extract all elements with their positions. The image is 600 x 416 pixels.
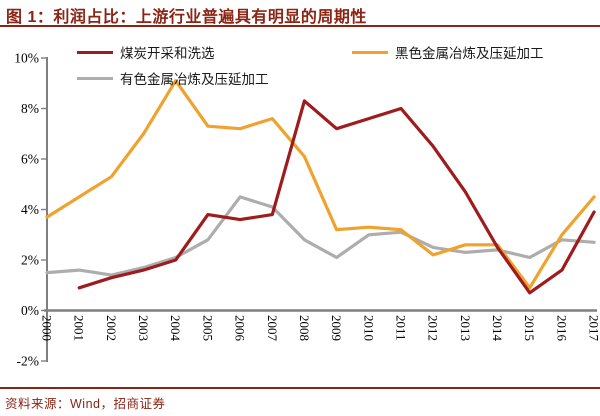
- x-tick-label: 2009: [329, 315, 344, 341]
- legend-label-nonferrous: 有色金属冶炼及压延加工: [120, 72, 269, 87]
- figure-title: 图 1：利润占比：上游行业普遍具有明显的周期性: [6, 9, 367, 26]
- y-tick-label: 8%: [21, 101, 39, 116]
- x-tick-label: 2014: [490, 315, 505, 342]
- y-tick-label: -2%: [17, 354, 40, 369]
- legend-item-ferrous: 黑色金属冶炼及压延加工: [352, 42, 544, 62]
- series-line-0: [77, 99, 596, 295]
- legend-label-ferrous: 黑色金属冶炼及压延加工: [395, 46, 544, 61]
- y-tick-label: 10%: [14, 51, 39, 66]
- x-tick-label: 2007: [265, 315, 280, 342]
- x-tick-label: 2016: [554, 315, 569, 342]
- series-line-1: [45, 79, 596, 290]
- y-tick-label: 0%: [21, 303, 39, 318]
- legend-swatch-nonferrous: [77, 76, 113, 80]
- legend-label-coal: 煤炭开采和洗选: [120, 46, 215, 61]
- legend-item-coal: 煤炭开采和洗选: [77, 42, 215, 62]
- x-tick-label: 2015: [522, 315, 537, 341]
- x-tick-label: 2003: [136, 315, 151, 341]
- y-tick-label: 4%: [21, 202, 39, 217]
- y-tick-label: 2%: [21, 253, 39, 268]
- x-tick-label: 2004: [168, 315, 183, 342]
- x-tick-label: 2002: [104, 315, 119, 341]
- x-tick-label: 2017: [587, 315, 600, 342]
- legend-swatch-coal: [77, 50, 113, 54]
- x-tick-label: 2012: [426, 315, 441, 341]
- x-tick-label: 2010: [361, 315, 376, 341]
- footer-rule: [0, 387, 600, 389]
- x-tick-label: 2013: [458, 315, 473, 341]
- x-tick-label: 2006: [233, 315, 248, 342]
- legend-item-nonferrous: 有色金属冶炼及压延加工: [77, 68, 269, 88]
- title-rule: [0, 25, 600, 27]
- y-tick-label: 6%: [21, 152, 39, 167]
- x-tick-label: 2005: [200, 315, 215, 341]
- source-note: 资料来源：Wind，招商证券: [5, 397, 166, 411]
- x-tick-label: 2011: [393, 315, 408, 341]
- x-tick-label: 2000: [40, 315, 55, 341]
- legend-swatch-ferrous: [352, 50, 388, 54]
- x-tick-label: 2008: [297, 315, 312, 341]
- x-tick-label: 2001: [72, 315, 87, 341]
